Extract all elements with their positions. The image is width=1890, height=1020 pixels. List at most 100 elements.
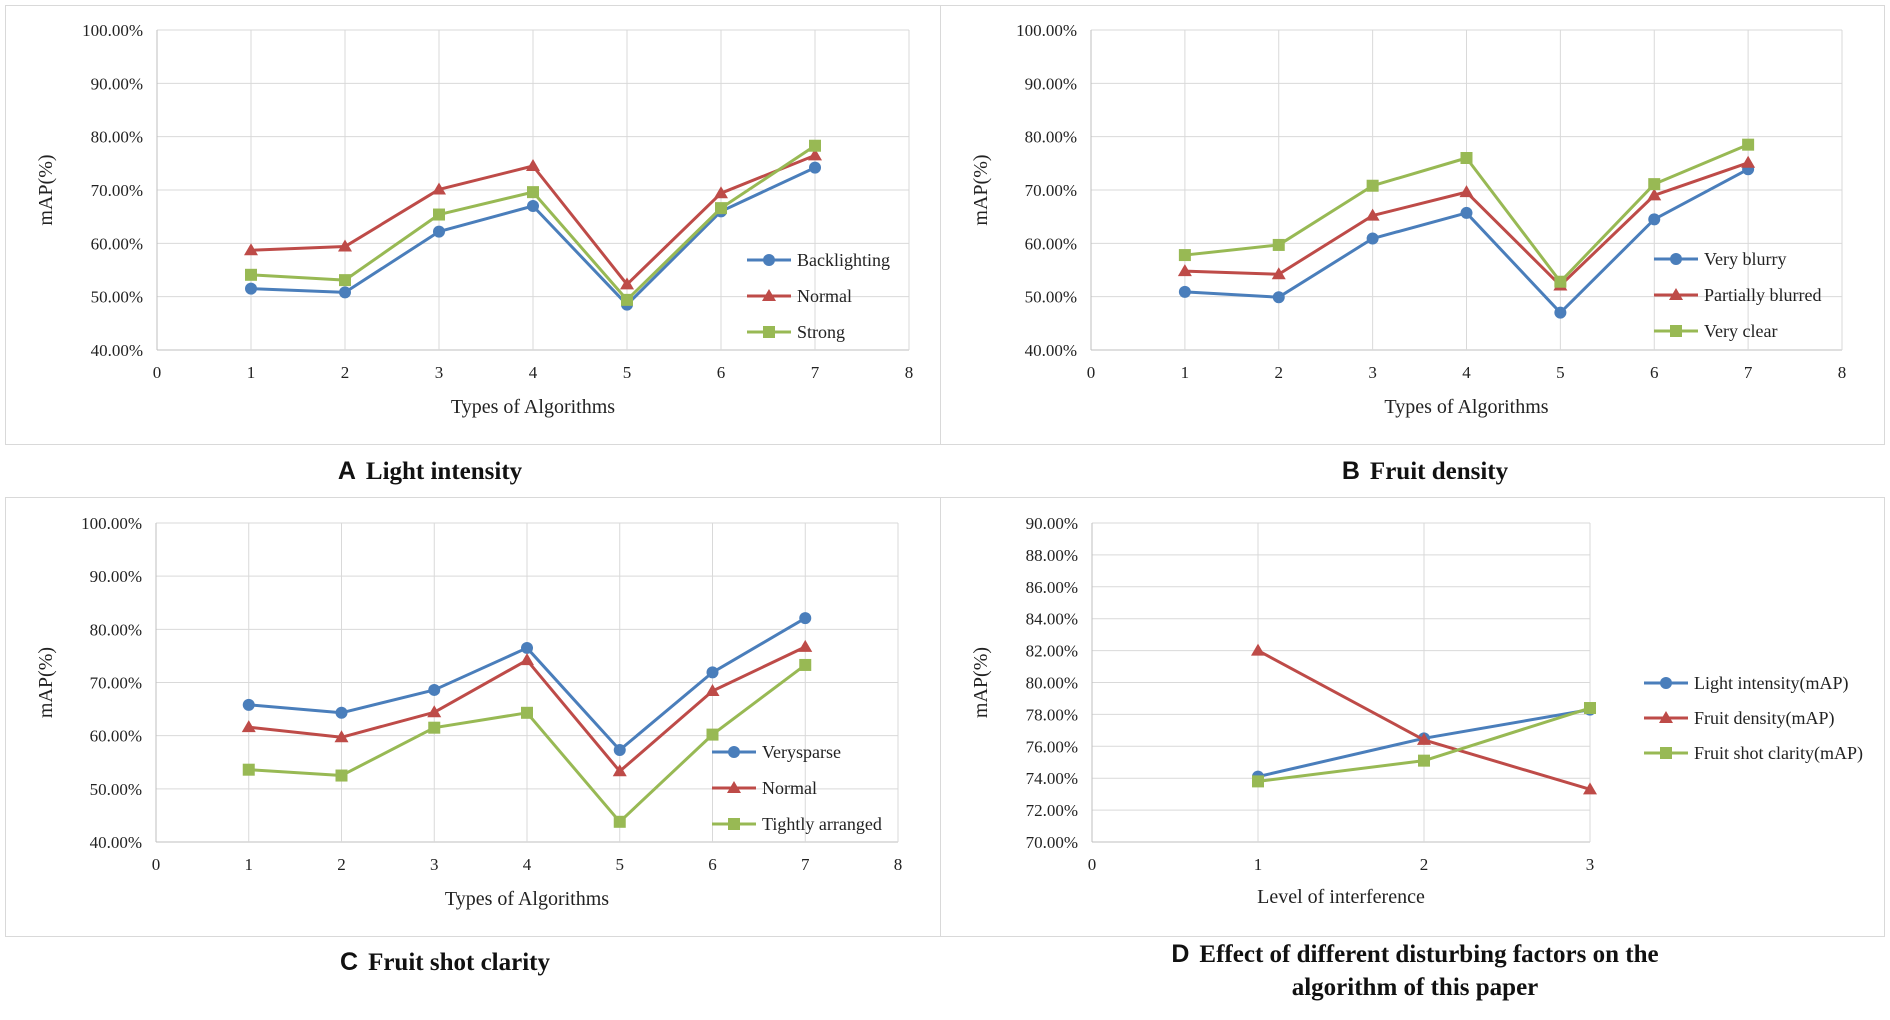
panel-a-series-2-point (808, 148, 822, 161)
panel-a-series-3-point (809, 139, 821, 152)
panel-a-y-tick-label: 80.00% (91, 128, 143, 147)
panel-b-x-tick-label: 7 (1744, 363, 1753, 382)
panel-a-x-tick-label: 1 (247, 363, 256, 382)
panel-b-y-tick-label: 60.00% (1025, 234, 1077, 253)
panel-c-x-tick-label: 2 (337, 855, 346, 874)
panel-c-y-tick-label: 70.00% (90, 674, 142, 693)
panel-a-legend-marker (763, 254, 775, 266)
caption-a-letter: A (337, 457, 356, 485)
panel-c-y-tick-label: 60.00% (90, 727, 142, 746)
panel-a-series-3-point (339, 274, 351, 287)
panel-c-y-tick-label: 40.00% (90, 833, 142, 852)
panel-c-legend-marker (728, 746, 740, 758)
panel-b-x-tick-label: 5 (1556, 363, 1565, 382)
panel-c-series-1-point (613, 744, 626, 757)
panel-c-series-1-point (242, 698, 255, 711)
panel-a-series-1-point (433, 225, 445, 238)
panel-b-series-3-point (1178, 249, 1191, 262)
panel-c-frame (5, 497, 941, 937)
panel-a-x-tick-label: 5 (623, 363, 632, 382)
panel-c-series-2-point (798, 639, 813, 652)
panel-b-y-axis-title: mAP(%) (970, 154, 992, 225)
panel-a-x-tick-label: 0 (153, 363, 162, 382)
panel-c-legend-marker (727, 781, 741, 793)
caption-c-letter: C (340, 948, 359, 976)
panel-b-y-tick-label: 90.00% (1025, 74, 1077, 93)
panel-b-series-2-point (1741, 155, 1756, 168)
panel-a-legend-label: Strong (797, 322, 845, 342)
panel-a-x-tick-label: 3 (435, 363, 444, 382)
panel-b-legend-marker (1670, 253, 1682, 265)
panel-a-x-tick-label: 6 (717, 363, 726, 382)
caption-c: C Fruit shot clarity (220, 946, 670, 979)
panel-a-x-tick-label: 8 (905, 363, 914, 382)
panel-b-series-3-point (1272, 238, 1285, 251)
panel-d-x-tick-label: 2 (1420, 855, 1429, 874)
panel-a-series-1-point (809, 161, 821, 174)
panel-b-series-1-point (1460, 206, 1473, 219)
panel-a-y-tick-label: 70.00% (91, 181, 143, 200)
panel-c-series-2-point (612, 764, 627, 777)
caption-b-text: Fruit density (1369, 458, 1509, 485)
panel-a-series-2-point (338, 239, 352, 252)
panel-c-y-tick-label: 100.00% (81, 514, 142, 533)
panel-b-legend-label: Very blurry (1704, 249, 1786, 269)
panel-c-legend-marker (728, 818, 740, 830)
panel-c-x-tick-label: 4 (523, 855, 532, 874)
panel-a-y-tick-label: 40.00% (91, 341, 143, 360)
panel-c-series-2-point (334, 730, 349, 743)
panel-b-series-2-point (1177, 264, 1192, 277)
panel-c-x-tick-label: 5 (616, 855, 625, 874)
panel-c-series-3-point (242, 763, 255, 776)
panel-c-series-3-point (799, 658, 812, 671)
panel-d-legend-marker (1660, 677, 1672, 689)
panel-b-series-1-point (1178, 285, 1191, 298)
panel-c-series-1-point (706, 666, 719, 679)
panel-c-x-tick-label: 8 (894, 855, 903, 874)
panel-a-y-tick-label: 90.00% (91, 74, 143, 93)
panel-b-series-2-point (1459, 185, 1474, 198)
panel-d-series-3-point (1252, 775, 1264, 788)
panel-d-y-tick-label: 76.00% (1026, 737, 1078, 756)
panel-c-legend-label: Normal (762, 778, 817, 798)
panel-d-y-tick-label: 74.00% (1026, 769, 1078, 788)
caption-a: A Light intensity (220, 455, 640, 488)
panel-d-series-3-point (1418, 754, 1430, 767)
panel-c-series-3-point (613, 815, 626, 828)
panel-b-x-tick-label: 0 (1087, 363, 1096, 382)
caption-c-text: Fruit shot clarity (368, 949, 550, 976)
panel-d-series-2-point (1251, 643, 1265, 656)
panel-c-series-1-point (521, 641, 533, 654)
panel-b-series-3-point (1366, 179, 1379, 192)
panel-d-x-axis-title: Level of interference (1257, 886, 1425, 908)
panel-b-x-tick-label: 4 (1462, 363, 1471, 382)
panel-c-legend-label: Tightly arranged (762, 814, 882, 834)
panel-b-frame (940, 5, 1885, 445)
panel-b-series-2-point (1647, 188, 1662, 201)
panel-d-y-tick-label: 90.00% (1026, 514, 1078, 533)
caption-b-letter: B (1341, 457, 1360, 485)
panel-b-y-tick-label: 80.00% (1025, 128, 1077, 147)
panel-c-series-1-point (428, 683, 441, 696)
panel-b-series-1-point (1272, 291, 1285, 304)
panel-a-frame (5, 5, 941, 445)
panel-d-x-tick-label: 0 (1088, 855, 1097, 874)
panel-d-frame (940, 497, 1885, 937)
panel-b-y-tick-label: 100.00% (1016, 21, 1077, 40)
caption-d: D Effect of different disturbing factors … (1135, 938, 1695, 1004)
panel-b-x-tick-label: 8 (1838, 363, 1847, 382)
panel-c-x-tick-label: 3 (430, 855, 439, 874)
panel-a-x-tick-label: 4 (529, 363, 538, 382)
caption-d-text: Effect of different disturbing factors o… (1199, 941, 1659, 1001)
panel-b-legend-marker (1670, 325, 1682, 337)
panel-d-legend-label: Fruit density(mAP) (1694, 708, 1835, 729)
caption-a-text: Light intensity (365, 458, 523, 485)
panel-b-legend-label: Very clear (1704, 321, 1777, 341)
panel-d-series-3-point (1584, 702, 1596, 715)
panel-b-series-1-point (1648, 213, 1661, 226)
panel-a-y-axis-title: mAP(%) (35, 154, 57, 225)
panel-d-legend-label: Fruit shot clarity(mAP) (1694, 743, 1863, 764)
